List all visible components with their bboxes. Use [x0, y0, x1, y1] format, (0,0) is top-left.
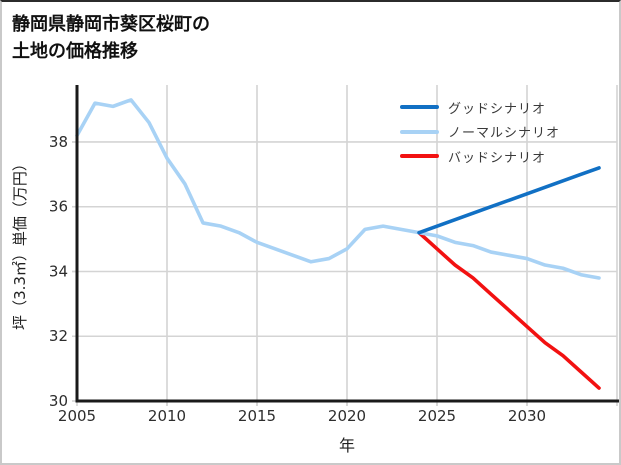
chart-title-line1: 静岡県静岡市葵区桜町の [12, 14, 210, 35]
chart-legend: グッドシナリオ ノーマルシナリオ バッドシナリオ [400, 95, 560, 169]
y-tick-label: 30 [49, 392, 68, 410]
x-tick-label: 2015 [238, 407, 276, 425]
x-tick-label: 2020 [328, 407, 366, 425]
legend-item-bad-scenario: バッドシナリオ [400, 144, 560, 169]
y-tick-label: 34 [49, 262, 68, 280]
x-axis-label: 年 [338, 436, 355, 455]
x-tick-label: 2030 [508, 407, 546, 425]
normal-scenario-line-swatch [400, 129, 439, 134]
chart-title: 静岡県静岡市葵区桜町の 土地の価格推移 [12, 11, 210, 65]
legend-label: ノーマルシナリオ [448, 126, 561, 142]
x-tick-label: 2010 [148, 407, 186, 425]
legend-item-good-scenario: グッドシナリオ [400, 95, 560, 120]
y-tick-label: 38 [49, 133, 68, 151]
legend-item-normal-scenario: ノーマルシナリオ [400, 120, 560, 145]
legend-label: バッドシナリオ [448, 150, 547, 166]
x-tick-label: 2005 [58, 407, 96, 425]
chart-title-line2: 土地の価格推移 [12, 41, 138, 62]
bad-scenario-line-swatch [400, 154, 439, 159]
y-axis-label: 坪（3.3㎡）単価（万円） [11, 156, 29, 330]
y-tick-label: 32 [49, 327, 68, 345]
legend-label: グッドシナリオ [448, 101, 547, 117]
x-tick-label: 2025 [418, 407, 456, 425]
good-scenario-line-swatch [400, 105, 439, 110]
y-tick-label: 36 [49, 198, 68, 216]
